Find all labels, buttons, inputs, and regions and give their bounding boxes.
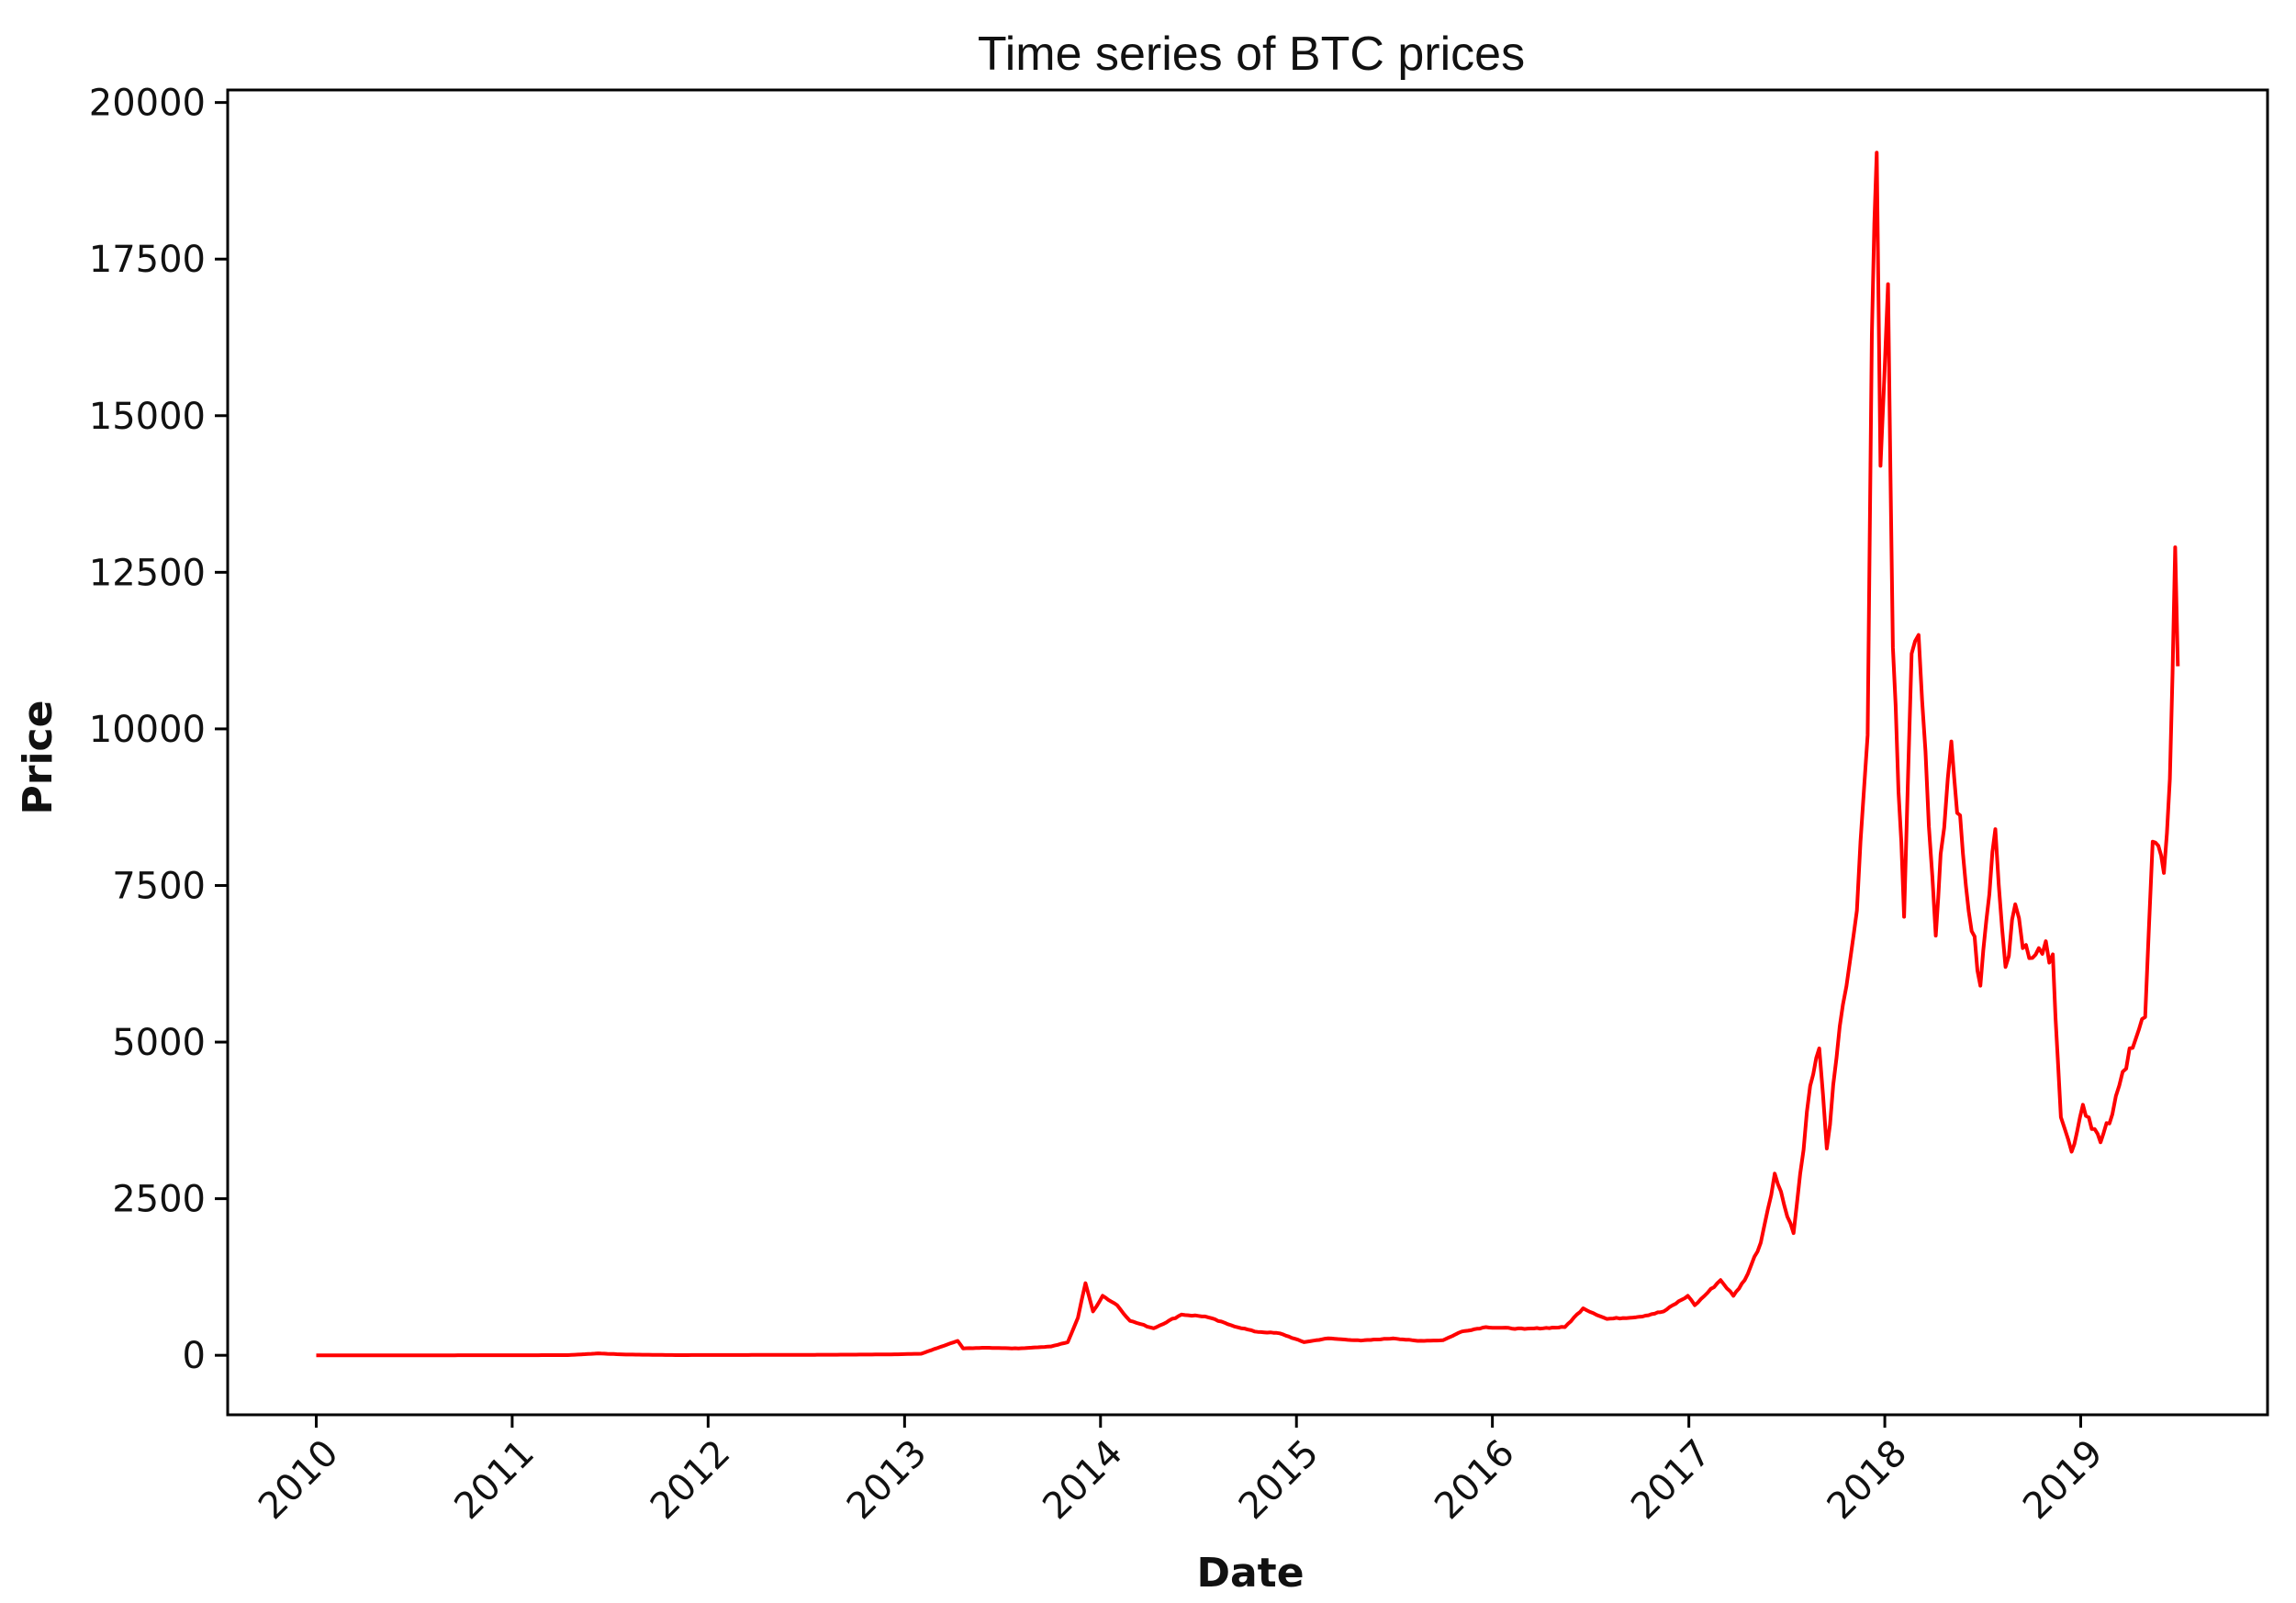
y-tick-label: 5000 bbox=[112, 1022, 206, 1064]
x-tick-label: 2018 bbox=[1820, 1432, 1916, 1529]
y-tick-label: 0 bbox=[183, 1335, 206, 1377]
y-tick-label: 12500 bbox=[89, 552, 206, 594]
x-tick-label: 2017 bbox=[1623, 1432, 1719, 1529]
x-tick-label: 2016 bbox=[1427, 1432, 1523, 1529]
y-tick-label: 7500 bbox=[112, 865, 206, 907]
y-axis-label: Price bbox=[15, 701, 62, 815]
x-axis: 2010 2011 2012 2013 2014 2015 2016 2017 2018 2019 bbox=[251, 1415, 2111, 1528]
x-tick-label: 2014 bbox=[1035, 1432, 1131, 1529]
x-tick-label: 2013 bbox=[839, 1432, 935, 1529]
plot-frame bbox=[226, 88, 2269, 1417]
y-tick-label: 20000 bbox=[89, 83, 206, 125]
x-tick-label: 2012 bbox=[643, 1432, 739, 1529]
x-tick-label: 2019 bbox=[2015, 1432, 2111, 1529]
x-axis-label: Date bbox=[1196, 1550, 1304, 1597]
y-tick-label: 17500 bbox=[89, 239, 206, 281]
x-tick-label: 2011 bbox=[446, 1432, 543, 1529]
series-line bbox=[316, 151, 2180, 1358]
series-layer bbox=[316, 151, 2180, 1358]
chart-title: Time series of BTC prices bbox=[978, 28, 1525, 81]
x-tick-label: 2015 bbox=[1231, 1432, 1327, 1529]
y-axis: 0 2500 5000 7500 10000 12500 15000 17500 20000 bbox=[89, 83, 228, 1377]
y-tick-label: 15000 bbox=[89, 396, 206, 438]
y-tick-label: 2500 bbox=[112, 1179, 206, 1221]
y-tick-label: 10000 bbox=[89, 709, 206, 751]
x-tick-label: 2010 bbox=[251, 1432, 347, 1529]
